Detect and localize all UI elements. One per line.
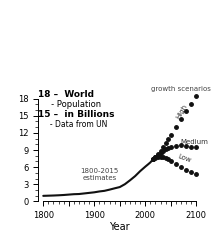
Text: 1800-2015
estimates: 1800-2015 estimates <box>80 169 119 182</box>
Text: High: High <box>175 103 188 120</box>
Text: growth scenarios: growth scenarios <box>151 86 211 92</box>
Text: 18 –  World: 18 – World <box>38 90 94 99</box>
X-axis label: Year: Year <box>109 222 130 232</box>
Text: - Data from UN: - Data from UN <box>38 120 107 129</box>
Text: Low: Low <box>177 153 192 164</box>
Text: 15 –  in Billions: 15 – in Billions <box>38 110 115 119</box>
Text: Medium: Medium <box>180 139 208 145</box>
Text: - Population: - Population <box>38 100 101 109</box>
